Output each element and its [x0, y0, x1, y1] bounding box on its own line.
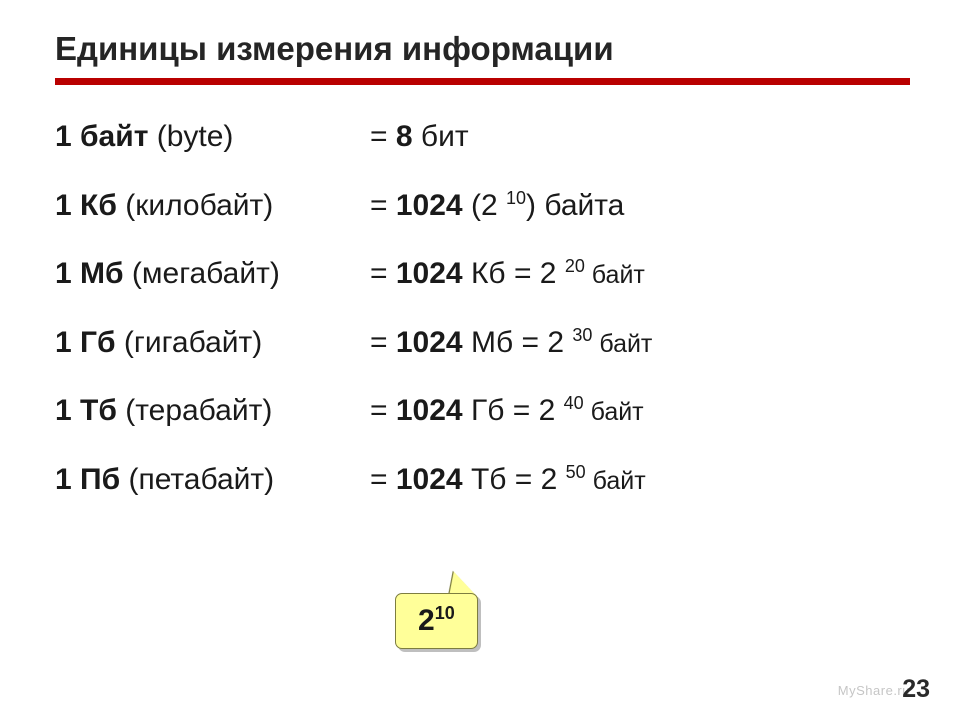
unit-paren: (килобайт): [125, 189, 273, 222]
exp: 20: [565, 256, 585, 276]
row-right: = 1024 (2 10) байта: [370, 189, 910, 224]
exp: 40: [564, 393, 584, 413]
unit-paren: (мегабайт): [132, 257, 280, 290]
value: 1024: [396, 394, 463, 427]
unit-num: 1: [55, 189, 72, 222]
tail: байт: [585, 261, 645, 289]
row-kb: 1 Кб (килобайт) = 1024 (2 10) байта: [55, 189, 910, 224]
row-tb: 1 Тб (терабайт) = 1024 Гб = 2 40 байт: [55, 394, 910, 429]
exp: 10: [506, 188, 526, 208]
row-right: = 1024 Гб = 2 40 байт: [370, 394, 910, 429]
row-gb: 1 Гб (гигабайт) = 1024 Мб = 2 30 байт: [55, 326, 910, 361]
suffix: Мб = 2: [471, 326, 572, 359]
row-left: 1 Пб (петабайт): [55, 463, 370, 498]
page-number: 23: [902, 675, 930, 704]
row-right: = 1024 Кб = 2 20 байт: [370, 257, 910, 292]
unit-num: 1: [55, 257, 72, 290]
row-pb: 1 Пб (петабайт) = 1024 Тб = 2 50 байт: [55, 463, 910, 498]
unit-abbr: Пб: [80, 463, 120, 496]
value: 8: [396, 120, 413, 153]
suffix: (2: [471, 189, 506, 222]
unit-num: 1: [55, 326, 72, 359]
suffix: бит: [421, 120, 469, 153]
callout: 210: [395, 593, 478, 649]
unit-paren: (терабайт): [125, 394, 272, 427]
value: 1024: [396, 463, 463, 496]
unit-num: 1: [55, 394, 72, 427]
value: 1024: [396, 257, 463, 290]
row-right: = 8 бит: [370, 120, 910, 155]
unit-abbr: байт: [80, 120, 148, 153]
row-right: = 1024 Тб = 2 50 байт: [370, 463, 910, 498]
suffix: Кб = 2: [471, 257, 565, 290]
suffix: Гб = 2: [471, 394, 564, 427]
unit-paren: (гигабайт): [124, 326, 262, 359]
row-left: 1 Кб (килобайт): [55, 189, 370, 224]
unit-abbr: Гб: [80, 326, 116, 359]
row-left: 1 Мб (мегабайт): [55, 257, 370, 292]
unit-abbr: Мб: [80, 257, 124, 290]
suffix: Тб = 2: [471, 463, 566, 496]
unit-abbr: Тб: [80, 394, 117, 427]
row-right: = 1024 Мб = 2 30 байт: [370, 326, 910, 361]
exp: 50: [566, 462, 586, 482]
slide: Единицы измерения информации 1 байт (byt…: [0, 0, 960, 720]
title-rule: [55, 78, 910, 85]
tail: ) байта: [526, 189, 624, 222]
unit-num: 1: [55, 120, 72, 153]
tail: байт: [584, 398, 644, 426]
value: 1024: [396, 189, 463, 222]
row-left: 1 байт (byte): [55, 120, 370, 155]
callout-exp: 10: [435, 603, 455, 623]
unit-num: 1: [55, 463, 72, 496]
row-mb: 1 Мб (мегабайт) = 1024 Кб = 2 20 байт: [55, 257, 910, 292]
tail: байт: [592, 330, 652, 358]
value: 1024: [396, 326, 463, 359]
unit-abbr: Кб: [80, 189, 117, 222]
callout-box: 210: [395, 593, 478, 649]
content-rows: 1 байт (byte) = 8 бит 1 Кб (килобайт): [55, 120, 910, 497]
row-byte: 1 байт (byte) = 8 бит: [55, 120, 910, 155]
unit-paren: (петабайт): [128, 463, 274, 496]
row-left: 1 Тб (терабайт): [55, 394, 370, 429]
row-left: 1 Гб (гигабайт): [55, 326, 370, 361]
slide-title: Единицы измерения информации: [55, 30, 910, 68]
unit-paren: (byte): [157, 120, 234, 153]
watermark: MyShare.ru: [838, 683, 910, 698]
exp: 30: [572, 325, 592, 345]
callout-base: 2: [418, 604, 435, 637]
tail: байт: [586, 467, 646, 495]
